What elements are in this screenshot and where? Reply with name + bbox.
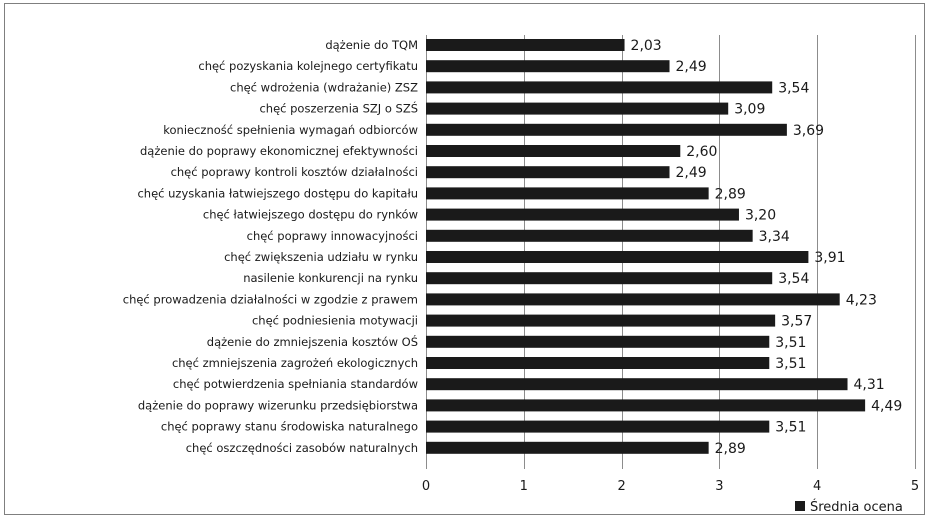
category-labels: dążenie do TQM chęć pozyskania kolejnego … <box>123 38 418 455</box>
bar <box>426 357 770 369</box>
legend-entry: Średnia ocena <box>810 499 903 515</box>
data-label: 2,89 <box>715 441 746 457</box>
category-label: chęć prowadzenia działalności w zgodzie … <box>123 292 418 306</box>
data-label: 3,51 <box>775 420 806 436</box>
bars <box>426 39 866 454</box>
data-label: 3,34 <box>759 229 790 245</box>
data-label: 3,51 <box>775 335 806 351</box>
bar <box>426 208 739 221</box>
data-label: 4,31 <box>854 377 885 393</box>
data-label: 2,03 <box>631 38 662 54</box>
data-label: 3,57 <box>781 314 812 330</box>
x-tick-label: 2 <box>617 479 625 494</box>
data-label: 3,09 <box>734 102 765 118</box>
data-label: 4,49 <box>871 398 902 414</box>
category-label: dążenie do TQM <box>325 38 418 52</box>
x-tick-label: 1 <box>520 479 528 494</box>
category-label: chęć pozyskania kolejnego certyfikatu <box>198 59 418 73</box>
value-labels: 2,03 2,49 3,54 3,09 3,69 2,60 2,49 2,89 3,20 3,34… <box>631 38 903 457</box>
data-label: 2,49 <box>676 165 707 181</box>
x-tick-label: 3 <box>715 479 723 494</box>
category-label: dążenie do poprawy ekonomicznej efektywn… <box>140 144 418 158</box>
data-label: 2,60 <box>686 144 717 160</box>
bar <box>426 441 709 454</box>
bar <box>426 272 773 285</box>
category-label: nasilenie konkurencji na rynku <box>243 271 418 285</box>
data-label: 3,91 <box>814 250 845 266</box>
x-tick-label: 4 <box>813 479 821 494</box>
category-label: chęć łatwiejszego dostępu do rynków <box>203 208 418 222</box>
category-label: chęć poprawy kontroli kosztów działalnoś… <box>171 165 418 179</box>
bar <box>426 60 670 73</box>
bar <box>426 314 776 327</box>
category-label: chęć poszerzenia SZJ o SZŚ <box>259 101 418 116</box>
data-label: 4,23 <box>846 292 877 308</box>
chart-frame <box>4 3 925 515</box>
category-label: chęć poprawy innowacyjności <box>247 229 418 243</box>
bar <box>426 229 753 242</box>
category-label: chęć wdrożenia (wdrażanie) ZSZ <box>230 80 418 94</box>
bar <box>426 399 866 412</box>
category-label: dążenie do zmniejszenia kosztów OŚ <box>207 334 418 349</box>
category-label: chęć zwiększenia udziału w rynku <box>224 250 418 264</box>
data-label: 3,51 <box>775 356 806 372</box>
x-tick-label: 5 <box>911 479 919 494</box>
legend-swatch <box>795 501 805 511</box>
data-label: 2,49 <box>676 59 707 75</box>
x-tick-label: 0 <box>422 479 430 494</box>
data-label: 3,54 <box>778 80 809 96</box>
x-axis-ticks: 0 1 2 3 4 5 <box>422 479 919 494</box>
category-label: chęć zmniejszenia zagrożeń ekologicznych <box>172 356 418 370</box>
bar <box>426 166 670 179</box>
bar <box>426 293 840 306</box>
category-label: chęć poprawy stanu środowiska naturalneg… <box>161 420 418 434</box>
data-label: 3,54 <box>778 271 809 287</box>
data-label: 3,69 <box>793 123 824 139</box>
legend: Średnia ocena <box>795 499 903 515</box>
bar <box>426 145 681 157</box>
data-label: 2,89 <box>715 186 746 202</box>
bar <box>426 39 625 51</box>
category-label: konieczność spełnienia wymagań odbiorców <box>163 123 418 137</box>
category-label: chęć podniesienia motywacji <box>252 314 418 328</box>
category-label: dążenie do poprawy wizerunku przedsiębio… <box>138 398 418 412</box>
bar <box>426 102 729 115</box>
bar <box>426 378 848 391</box>
data-label: 3,20 <box>745 208 776 224</box>
bar <box>426 251 809 263</box>
bar <box>426 187 709 200</box>
bar <box>426 420 770 433</box>
bar <box>426 81 773 94</box>
bar <box>426 335 770 348</box>
category-label: chęć potwierdzenia spełniania standardów <box>173 377 418 391</box>
category-label: chęć oszczędności zasobów naturalnych <box>186 441 418 455</box>
category-label: chęć uzyskania łatwiejszego dostępu do k… <box>137 186 418 200</box>
bar <box>426 123 787 136</box>
